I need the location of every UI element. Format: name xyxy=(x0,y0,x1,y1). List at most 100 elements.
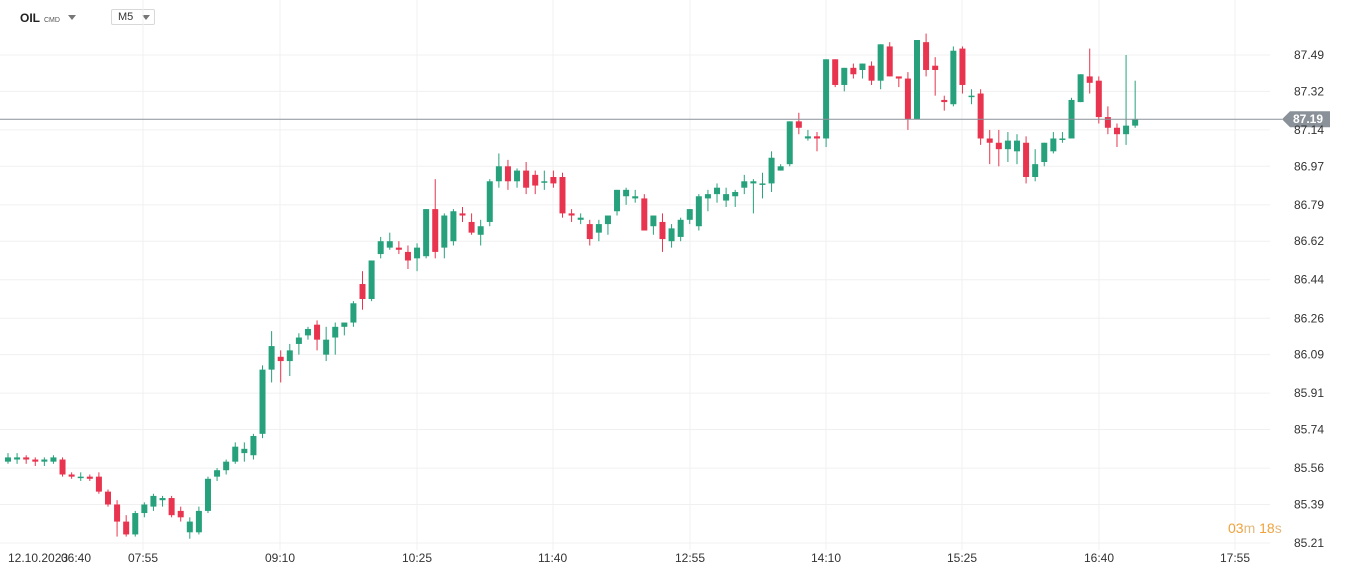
timer-seconds-unit: s xyxy=(1274,520,1282,536)
candle-bullish xyxy=(695,196,702,227)
candle-bullish xyxy=(5,457,11,462)
candle-bearish xyxy=(432,209,439,252)
x-tick-label: 09:10 xyxy=(265,551,295,565)
candle-bullish xyxy=(1032,164,1039,177)
y-tick-label: 85.39 xyxy=(1294,497,1324,511)
candle-bearish xyxy=(641,198,648,231)
candle-bearish xyxy=(923,42,930,70)
candle-bullish xyxy=(232,446,239,462)
candle-bearish xyxy=(932,65,939,70)
y-tick-label: 85.56 xyxy=(1294,461,1324,475)
candle-bullish xyxy=(350,303,357,323)
candle-bearish xyxy=(868,65,875,81)
candle-bearish xyxy=(1086,76,1093,83)
candle-bullish xyxy=(723,194,730,201)
candle-bearish xyxy=(995,142,1002,150)
symbol-name: OIL xyxy=(20,11,40,25)
candle-bearish xyxy=(395,247,402,250)
candle-bullish xyxy=(1004,140,1011,150)
candle-bearish xyxy=(568,213,575,216)
candle-bearish xyxy=(586,224,593,240)
candle-bullish xyxy=(186,521,193,533)
candle-bullish xyxy=(1077,74,1084,103)
symbol-selector[interactable]: OIL CMD xyxy=(20,11,76,25)
candle-bullish xyxy=(1013,140,1020,152)
candle-bullish xyxy=(777,166,784,171)
candle-bullish xyxy=(604,215,611,225)
candle-bearish xyxy=(523,170,530,188)
x-tick-label: 10:25 xyxy=(402,551,432,565)
candle-bullish xyxy=(1041,142,1048,163)
candle-bullish xyxy=(741,181,748,188)
candle-bullish xyxy=(1123,125,1130,135)
candle-bearish xyxy=(32,459,39,462)
candle-bullish xyxy=(41,459,48,462)
candle-bullish xyxy=(577,217,584,220)
candle-bearish xyxy=(114,504,121,522)
candle-bullish xyxy=(841,67,848,85)
candle-bullish xyxy=(1050,138,1057,152)
candle-bearish xyxy=(550,177,557,184)
candle-bullish xyxy=(259,369,266,434)
candle-bullish xyxy=(450,211,457,242)
candle-bearish xyxy=(459,213,466,216)
candle-bearish xyxy=(559,177,566,214)
candle-bullish xyxy=(286,350,293,362)
candle-bullish xyxy=(859,63,866,70)
x-tick-label: 12.10.2023 xyxy=(8,551,68,565)
candle-bullish xyxy=(223,461,230,471)
candle-bearish xyxy=(532,174,539,186)
candle-bullish xyxy=(1132,119,1139,126)
candle-bullish xyxy=(950,50,957,105)
candle-bullish xyxy=(759,183,766,185)
candle-bullish xyxy=(595,224,602,233)
symbol-suffix: CMD xyxy=(44,17,60,24)
y-tick-label: 87.49 xyxy=(1294,48,1324,62)
y-tick-label: 85.74 xyxy=(1294,423,1324,437)
candle-bullish xyxy=(968,95,975,98)
candle-bullish xyxy=(495,166,502,182)
candle-bullish xyxy=(204,478,211,511)
candle-bearish xyxy=(95,476,102,492)
current-price-label: 87.19 xyxy=(1293,112,1323,126)
x-tick-label: 12:55 xyxy=(675,551,705,565)
candle-bullish xyxy=(623,189,630,197)
y-tick-label: 85.91 xyxy=(1294,386,1324,400)
candle-bullish xyxy=(141,504,148,514)
candle-bullish xyxy=(250,435,257,456)
candle-bullish xyxy=(295,337,302,344)
candle-bullish xyxy=(823,59,830,139)
candle-bearish xyxy=(314,324,321,340)
timeframe-select[interactable]: M5 xyxy=(111,9,155,25)
candle-bullish xyxy=(50,457,57,462)
candle-bearish xyxy=(177,510,184,518)
candle-bullish xyxy=(704,194,711,199)
candle-bullish xyxy=(195,510,202,533)
candle-bullish xyxy=(677,219,684,237)
candle-bullish xyxy=(441,215,448,248)
y-tick-label: 85.21 xyxy=(1294,536,1324,550)
y-tick-label: 87.32 xyxy=(1294,84,1324,98)
candle-bullish xyxy=(268,346,275,370)
candle-bullish xyxy=(877,44,884,81)
candle-bearish xyxy=(1104,117,1111,128)
candle-bearish xyxy=(359,284,366,299)
candle-bullish xyxy=(714,187,721,195)
candles-layer xyxy=(5,33,1139,539)
x-tick-label: 06:40 xyxy=(61,551,91,565)
candle-bearish xyxy=(941,99,948,103)
candle-bullish xyxy=(159,498,166,501)
y-tick-label: 86.26 xyxy=(1294,311,1324,325)
candle-bearish xyxy=(977,93,984,139)
timeframe-label: M5 xyxy=(118,11,134,23)
x-tick-label: 11:40 xyxy=(538,551,567,565)
y-tick-label: 86.62 xyxy=(1294,234,1324,248)
x-tick-label: 16:40 xyxy=(1084,551,1114,565)
candle-bullish xyxy=(486,181,493,222)
candle-bearish xyxy=(59,459,66,475)
y-tick-label: 86.44 xyxy=(1294,273,1324,287)
candle-bullish xyxy=(241,448,248,454)
candle-bearish xyxy=(104,491,111,505)
y-tick-label: 87.14 xyxy=(1294,123,1324,137)
